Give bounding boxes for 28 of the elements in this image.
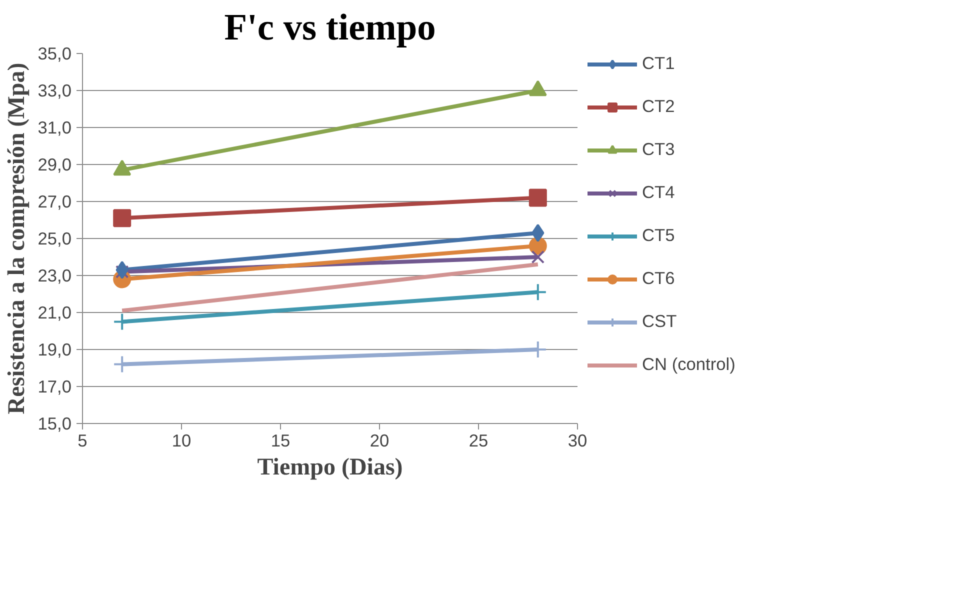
x-axis-title: Tiempo (Dias) bbox=[257, 454, 403, 480]
y-tick-label: 29,0 bbox=[38, 154, 72, 174]
x-tick-label: 30 bbox=[568, 430, 588, 450]
legend-label: CT5 bbox=[642, 225, 675, 246]
y-tick-label: 17,0 bbox=[38, 376, 72, 396]
x-tick-label: 25 bbox=[468, 430, 488, 450]
x-tick-label: 20 bbox=[370, 430, 390, 450]
y-tick-label: 19,0 bbox=[38, 340, 72, 360]
legend-label: CT3 bbox=[642, 139, 675, 160]
legend-label: CT6 bbox=[642, 268, 675, 289]
y-tick-label: 35,0 bbox=[38, 44, 72, 64]
y-tick-label: 23,0 bbox=[38, 266, 72, 286]
x-tick-label: 15 bbox=[270, 430, 290, 450]
y-tick-label: 33,0 bbox=[38, 80, 72, 100]
chart-title: F'c vs tiempo bbox=[224, 8, 436, 48]
x-tick-label: 5 bbox=[78, 430, 88, 450]
y-tick-label: 21,0 bbox=[38, 302, 72, 322]
legend-label: CN (control) bbox=[642, 354, 736, 375]
y-tick-label: 31,0 bbox=[38, 118, 72, 138]
y-tick-label: 15,0 bbox=[38, 414, 72, 434]
legend-label: CT1 bbox=[642, 53, 675, 74]
x-tick-label: 10 bbox=[172, 430, 192, 450]
legend-label: CST bbox=[642, 311, 677, 332]
legend-label: CT2 bbox=[642, 96, 675, 117]
legend-label: CT4 bbox=[642, 182, 675, 203]
y-tick-label: 27,0 bbox=[38, 192, 72, 212]
y-tick-label: 25,0 bbox=[38, 228, 72, 248]
y-axis-title: Resistencia a la compresión (Mpa) bbox=[4, 62, 30, 414]
